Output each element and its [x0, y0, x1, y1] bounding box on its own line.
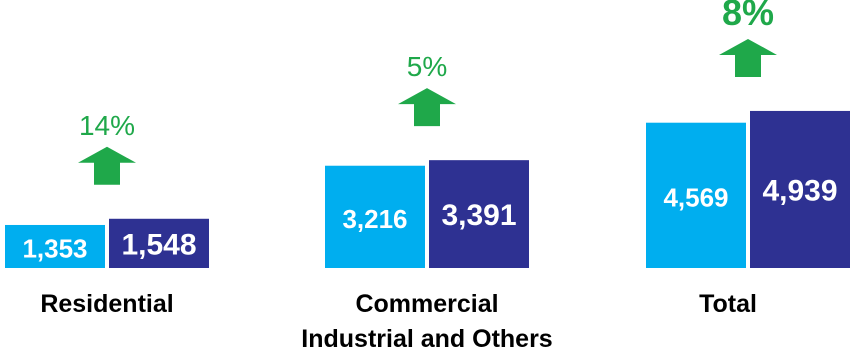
growth-label-1: 5% — [407, 51, 447, 82]
value-label-2-series-0: 4,569 — [663, 182, 728, 212]
category-label-1-line-1: Industrial and Others — [301, 325, 552, 350]
value-label-1-series-0: 3,216 — [342, 204, 407, 234]
growth-arrow-icon-2 — [719, 39, 777, 77]
growth-label-0: 14% — [79, 110, 135, 141]
growth-arrow-icon-0 — [78, 147, 136, 185]
category-label-0-line-0: Residential — [40, 290, 173, 318]
value-label-2-series-1: 4,939 — [762, 174, 837, 207]
category-label-1-line-0: Commercial — [355, 290, 498, 318]
category-label-2-line-0: Total — [699, 290, 757, 318]
value-label-1-series-1: 3,391 — [441, 199, 516, 232]
value-label-0-series-0: 1,353 — [22, 233, 87, 263]
growth-arrow-icon-1 — [398, 88, 456, 126]
value-label-0-series-1: 1,548 — [121, 228, 196, 261]
growth-label-2: 8% — [722, 0, 774, 33]
